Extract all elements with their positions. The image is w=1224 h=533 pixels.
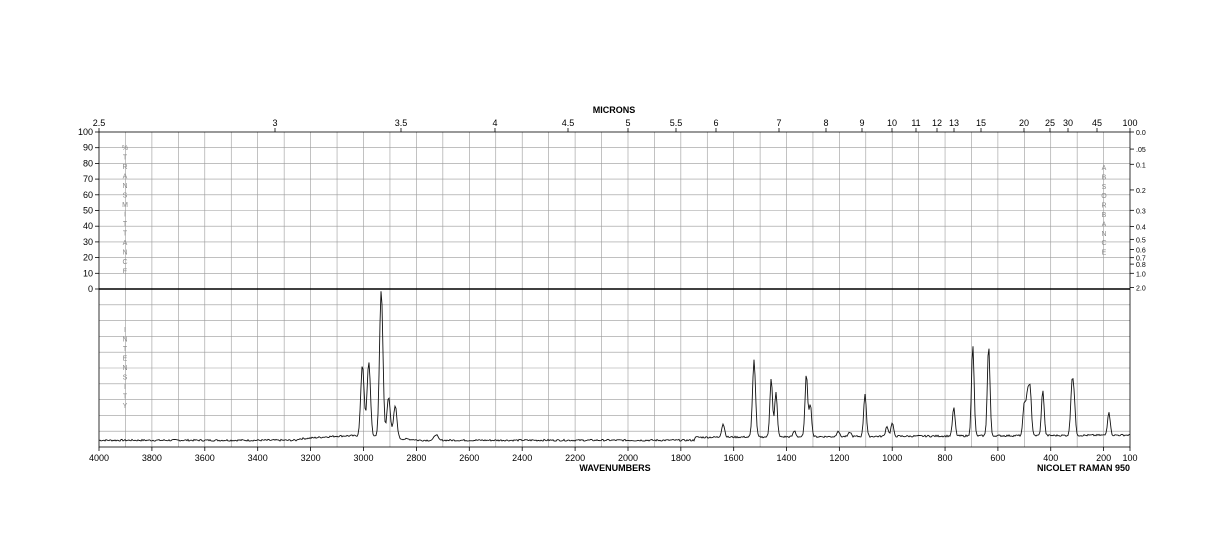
micron-tick-label: 9 (859, 118, 864, 128)
micron-tick-label: 6 (713, 118, 718, 128)
micron-tick-label: 2.5 (93, 118, 106, 128)
x-tick-label: 100 (1122, 453, 1137, 463)
x-tick-label: 600 (990, 453, 1005, 463)
x-tick-label: 3200 (301, 453, 321, 463)
transmittance-tick-label: 100 (78, 127, 93, 137)
spectrum-line (99, 291, 1130, 441)
micron-tick-label: 4 (492, 118, 497, 128)
micron-tick-label: 30 (1063, 118, 1073, 128)
absorbance-tick-label: .05 (1136, 147, 1146, 154)
absorbance-tick-label: 0.8 (1136, 262, 1146, 269)
transmittance-tick-label: 60 (83, 190, 93, 200)
x-tick-label: 1800 (671, 453, 691, 463)
transmittance-tick-label: 30 (83, 237, 93, 247)
micron-tick-label: 5 (625, 118, 630, 128)
micron-tick-label: 45 (1092, 118, 1102, 128)
x-tick-label: 2800 (406, 453, 426, 463)
x-tick-label: 2000 (618, 453, 638, 463)
x-tick-label: 1200 (829, 453, 849, 463)
transmittance-tick-label: 20 (83, 253, 93, 263)
x-tick-label: 1600 (724, 453, 744, 463)
absorbance-tick-label: 2.0 (1136, 285, 1146, 292)
absorbance-tick-label: 0.5 (1136, 237, 1146, 244)
x-tick-label: 2400 (512, 453, 532, 463)
absorbance-tick-label: 0.1 (1136, 162, 1146, 169)
absorbance-tick-label: 1.0 (1136, 271, 1146, 278)
x-tick-label: 2600 (459, 453, 479, 463)
x-tick-label: 1400 (777, 453, 797, 463)
absorbance-tick-label: 0.6 (1136, 248, 1146, 255)
micron-tick-label: 3.5 (395, 118, 408, 128)
transmittance-tick-label: 70 (83, 174, 93, 184)
x-tick-label: 1000 (882, 453, 902, 463)
transmittance-tick-label: 80 (83, 158, 93, 168)
micron-tick-label: 20 (1019, 118, 1029, 128)
x-tick-label: 3600 (195, 453, 215, 463)
micron-tick-label: 11 (911, 118, 920, 128)
x-tick-label: 200 (1096, 453, 1111, 463)
micron-tick-label: 10 (887, 118, 897, 128)
instrument-label: NICOLET RAMAN 950 (1037, 463, 1130, 473)
x-tick-label: 3000 (353, 453, 373, 463)
x-axis-title: WAVENUMBERS (579, 463, 650, 473)
transmittance-tick-label: 40 (83, 221, 93, 231)
micron-tick-label: 4.5 (562, 118, 575, 128)
micron-tick-label: 12 (932, 118, 942, 128)
micron-tick-label: 15 (976, 118, 986, 128)
transmittance-tick-label: 0 (88, 284, 93, 294)
x-tick-label: 3400 (248, 453, 268, 463)
micron-tick-label: 25 (1045, 118, 1055, 128)
absorbance-tick-label: 0.4 (1136, 224, 1146, 231)
x-tick-label: 2200 (565, 453, 585, 463)
micron-tick-label: 5.5 (670, 118, 683, 128)
micron-tick-label: 100 (1122, 118, 1137, 128)
transmittance-tick-label: 10 (83, 268, 93, 278)
x-tick-label: 4000 (89, 453, 109, 463)
micron-tick-label: 3 (272, 118, 277, 128)
micron-tick-label: 8 (823, 118, 828, 128)
transmittance-tick-label: 90 (83, 143, 93, 153)
absorbance-tick-label: 0.2 (1136, 188, 1146, 195)
absorbance-tick-label: 0.0 (1136, 130, 1146, 137)
absorbance-tick-label: 0.3 (1136, 208, 1146, 215)
x-tick-label: 800 (938, 453, 953, 463)
x-tick-label: 3800 (142, 453, 162, 463)
x-tick-label: 400 (1043, 453, 1058, 463)
micron-tick-label: 7 (776, 118, 781, 128)
transmittance-tick-label: 50 (83, 206, 93, 216)
micron-axis-title: MICRONS (593, 105, 636, 115)
micron-tick-label: 13 (949, 118, 959, 128)
